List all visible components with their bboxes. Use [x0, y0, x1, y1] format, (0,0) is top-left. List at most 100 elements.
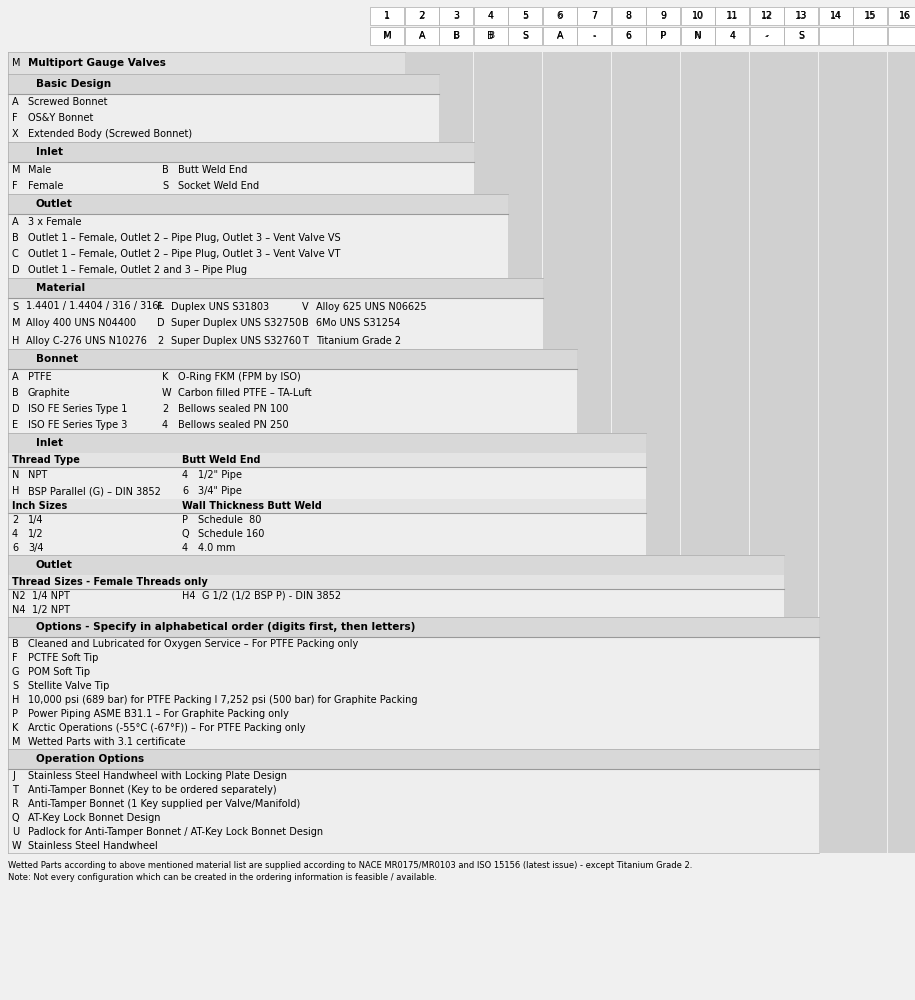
- Bar: [784, 298, 818, 315]
- Bar: [371, 7, 404, 25]
- Bar: [8, 142, 473, 162]
- Bar: [888, 417, 915, 433]
- Bar: [8, 467, 646, 483]
- Bar: [8, 783, 819, 797]
- Text: Bonnet: Bonnet: [36, 354, 78, 364]
- Bar: [749, 541, 784, 555]
- Bar: [784, 417, 818, 433]
- Text: R: R: [12, 799, 19, 809]
- Bar: [577, 27, 611, 45]
- Text: P: P: [661, 31, 666, 40]
- Bar: [646, 499, 680, 513]
- Bar: [784, 541, 818, 555]
- Bar: [854, 665, 888, 679]
- Bar: [854, 707, 888, 721]
- Bar: [749, 315, 784, 332]
- Bar: [543, 315, 576, 332]
- Text: Stainless Steel Handwheel with Locking Plate Design: Stainless Steel Handwheel with Locking P…: [28, 771, 287, 781]
- Bar: [646, 110, 680, 126]
- Bar: [439, 7, 473, 25]
- Text: Thread Sizes - Female Threads only: Thread Sizes - Female Threads only: [12, 577, 208, 587]
- Bar: [819, 126, 853, 142]
- Bar: [819, 783, 853, 797]
- Bar: [854, 749, 888, 769]
- Bar: [577, 126, 611, 142]
- Bar: [716, 142, 749, 162]
- Bar: [854, 162, 888, 178]
- Bar: [577, 246, 611, 262]
- Bar: [819, 749, 853, 769]
- Text: 2: 2: [12, 515, 18, 525]
- Bar: [854, 74, 888, 94]
- Bar: [439, 7, 473, 25]
- Text: Inlet: Inlet: [36, 147, 63, 157]
- Text: 4: 4: [182, 543, 188, 553]
- Text: Alloy 625 UNS N06625: Alloy 625 UNS N06625: [316, 302, 426, 312]
- Bar: [749, 298, 784, 315]
- Bar: [716, 110, 749, 126]
- Bar: [888, 194, 915, 214]
- Text: H: H: [12, 695, 19, 705]
- Text: PTFE: PTFE: [28, 372, 51, 382]
- Text: 1/2" Pipe: 1/2" Pipe: [198, 470, 242, 480]
- Bar: [888, 679, 915, 693]
- Bar: [681, 369, 715, 385]
- Bar: [784, 262, 818, 278]
- Bar: [8, 52, 404, 74]
- Bar: [474, 178, 508, 194]
- Bar: [784, 7, 818, 25]
- Bar: [716, 349, 749, 369]
- Bar: [509, 126, 543, 142]
- Bar: [405, 27, 438, 45]
- Bar: [784, 52, 818, 74]
- Bar: [577, 298, 611, 315]
- Bar: [749, 499, 784, 513]
- Bar: [716, 7, 749, 25]
- Bar: [819, 52, 853, 74]
- Bar: [888, 74, 915, 94]
- Bar: [646, 142, 680, 162]
- Bar: [819, 555, 853, 575]
- Bar: [888, 142, 915, 162]
- Bar: [716, 126, 749, 142]
- Text: Power Piping ASME B31.1 – For Graphite Packing only: Power Piping ASME B31.1 – For Graphite P…: [28, 709, 289, 719]
- Bar: [681, 349, 715, 369]
- Bar: [716, 369, 749, 385]
- Text: W: W: [162, 388, 172, 398]
- Bar: [8, 278, 543, 298]
- Text: 6: 6: [626, 31, 632, 41]
- Bar: [716, 214, 749, 230]
- Bar: [854, 769, 888, 783]
- Bar: [749, 453, 784, 467]
- Bar: [784, 194, 818, 214]
- Bar: [577, 349, 611, 369]
- Text: 5: 5: [522, 11, 528, 21]
- Text: Butt Weld End: Butt Weld End: [178, 165, 247, 175]
- Text: 16: 16: [899, 11, 910, 21]
- Bar: [888, 575, 915, 589]
- Text: 4: 4: [162, 420, 168, 430]
- Text: B: B: [12, 639, 18, 649]
- Bar: [749, 262, 784, 278]
- Bar: [509, 230, 543, 246]
- Bar: [439, 74, 473, 94]
- Bar: [784, 230, 818, 246]
- Text: Cleaned and Lubricated for Oxygen Service – For PTFE Packing only: Cleaned and Lubricated for Oxygen Servic…: [28, 639, 359, 649]
- Bar: [749, 178, 784, 194]
- Bar: [474, 52, 508, 74]
- Bar: [888, 178, 915, 194]
- Bar: [8, 262, 508, 278]
- Bar: [8, 797, 819, 811]
- Bar: [716, 162, 749, 178]
- Bar: [404, 7, 438, 25]
- Bar: [646, 513, 680, 527]
- Bar: [888, 555, 915, 575]
- Bar: [854, 783, 888, 797]
- Bar: [819, 433, 853, 453]
- Text: O-Ring FKM (FPM by ISO): O-Ring FKM (FPM by ISO): [178, 372, 301, 382]
- Bar: [888, 110, 915, 126]
- Bar: [543, 162, 576, 178]
- Bar: [646, 349, 680, 369]
- Text: B: B: [12, 233, 18, 243]
- Bar: [888, 94, 915, 110]
